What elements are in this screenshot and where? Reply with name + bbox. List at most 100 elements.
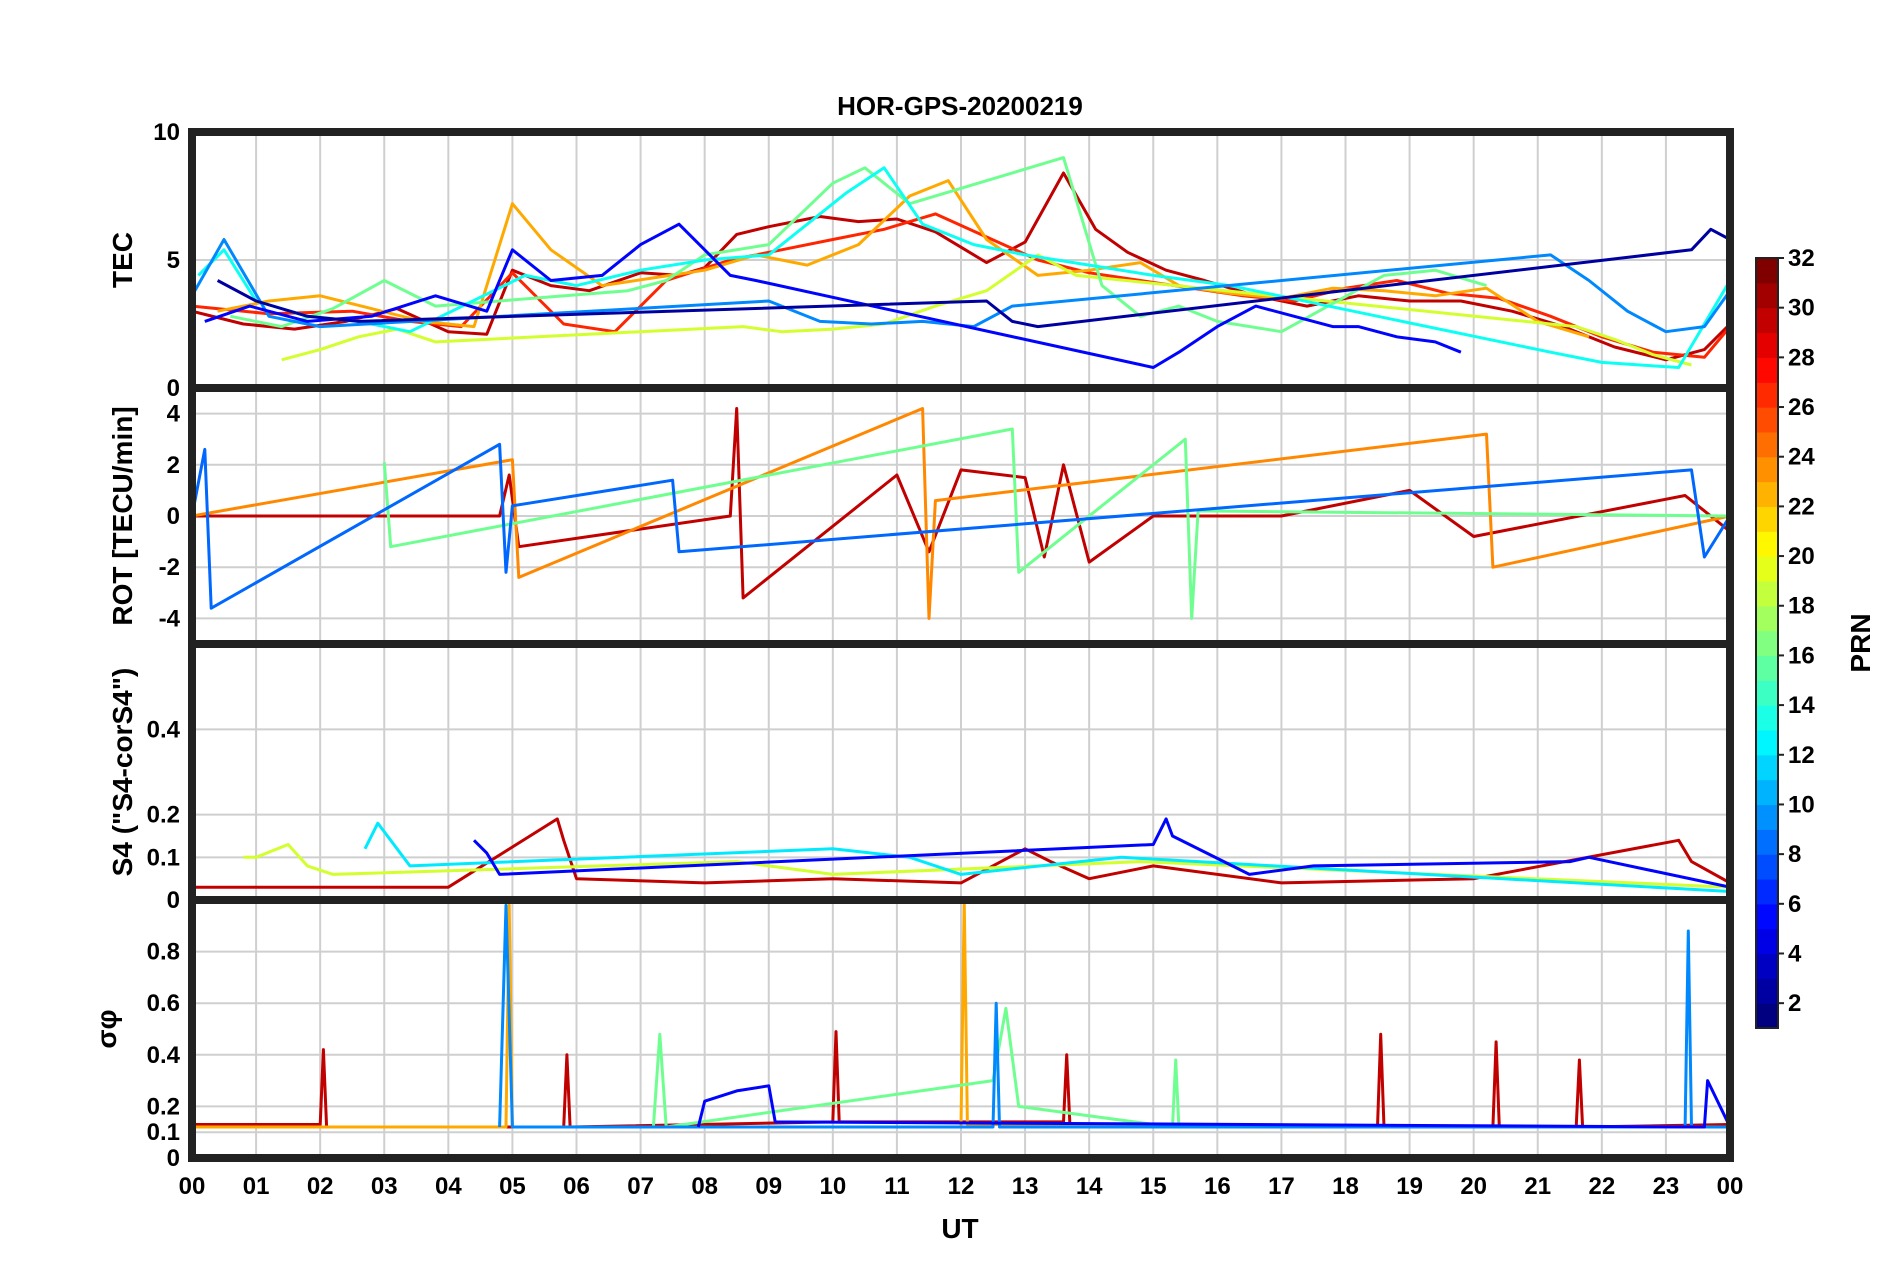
colorbar-tick-label: 16: [1788, 642, 1815, 669]
series-line: [192, 171, 1730, 362]
x-tick-label: 04: [435, 1173, 462, 1200]
colorbar-tick-label: 10: [1788, 791, 1815, 818]
panel-tec: 0 5 10 TEC: [107, 119, 1734, 402]
panel-frame: [188, 896, 1734, 1162]
panel-s4: 0 0.1 0.2 0.4 S4 ("S4-corS4"): [107, 640, 1734, 914]
colorbar-tick-label: 26: [1788, 394, 1815, 421]
colorbar-segment: [1756, 382, 1778, 408]
x-tick-label: 14: [1076, 1173, 1103, 1200]
x-tick-label: 07: [627, 1173, 654, 1200]
colorbar-segment: [1756, 779, 1778, 806]
y-tick-label: 0.4: [147, 716, 181, 743]
x-axis: 00 01 02 03 04 05 06 07 08 09 10 11 12 13 14 15 16 17 18 19…: [179, 1173, 1744, 1200]
series-line: [472, 817, 1730, 889]
colorbar-tick-label: 12: [1788, 742, 1815, 769]
y-tick-label: 0.6: [147, 990, 180, 1017]
x-tick-label: 06: [563, 1173, 590, 1200]
colorbar-segment: [1756, 630, 1778, 657]
colorbar-tick-label: 20: [1788, 543, 1815, 570]
y-axis-label: S4 ("S4-corS4"): [107, 668, 138, 877]
colorbar-tick-label: 32: [1788, 245, 1815, 272]
colorbar-segment: [1756, 854, 1778, 880]
y-tick-label: 0.4: [147, 1042, 181, 1069]
series-line: [651, 1006, 1730, 1129]
colorbar-segment: [1756, 431, 1778, 458]
colorbar-tick-label: 24: [1788, 444, 1815, 471]
x-tick-label: 20: [1460, 1173, 1487, 1200]
x-tick-label: 23: [1653, 1173, 1680, 1200]
colorbar-segment: [1756, 332, 1778, 358]
colorbar-segment: [1756, 605, 1778, 632]
x-tick-label: 00: [1717, 1173, 1744, 1200]
y-tick-label: 0.2: [147, 1093, 180, 1120]
colorbar-segment: [1756, 655, 1778, 681]
y-tick-label: 0: [167, 887, 180, 914]
colorbar-segment: [1756, 903, 1778, 930]
colorbar-segment: [1756, 580, 1778, 607]
x-tick-label: 10: [819, 1173, 846, 1200]
colorbar-segment: [1756, 928, 1778, 955]
colorbar-segment: [1756, 506, 1778, 532]
colorbar-segment: [1756, 357, 1778, 383]
colorbar-segment: [1756, 282, 1778, 309]
x-tick-label: 16: [1204, 1173, 1231, 1200]
y-tick-label: 0.2: [147, 802, 180, 829]
series-group: [192, 817, 1730, 893]
colorbar-tick-label: 14: [1788, 692, 1815, 719]
colorbar-tick-label: 30: [1788, 295, 1815, 322]
x-tick-label: 18: [1332, 1173, 1359, 1200]
colorbar-segment: [1756, 680, 1778, 706]
colorbar-tick-label: 22: [1788, 493, 1815, 520]
colorbar-segment: [1756, 804, 1778, 830]
colorbar-segment: [1756, 878, 1778, 905]
panel-rot: -4 -2 0 2 4 ROT [TECU/min]: [107, 384, 1734, 648]
series-line: [197, 166, 1730, 369]
colorbar-tick-label: 8: [1788, 841, 1801, 868]
series-line: [363, 821, 1730, 893]
colorbar-segment: [1756, 456, 1778, 483]
series-line: [192, 442, 1730, 610]
x-tick-label: 13: [1012, 1173, 1039, 1200]
series-line: [192, 817, 1730, 889]
series-group: [192, 407, 1730, 620]
x-tick-label: 00: [179, 1173, 206, 1200]
y-axis-label: ROT [TECU/min]: [107, 406, 138, 625]
colorbar-segment: [1756, 307, 1778, 334]
x-tick-label: 15: [1140, 1173, 1167, 1200]
series-line: [192, 407, 1730, 620]
y-axis-label: TEC: [107, 232, 138, 288]
colorbar-segment: [1756, 556, 1778, 582]
x-tick-label: 17: [1268, 1173, 1295, 1200]
x-tick-label: 01: [243, 1173, 270, 1200]
colorbar-segment: [1756, 258, 1778, 284]
series-line: [243, 843, 1730, 889]
y-tick-label: 2: [167, 452, 180, 479]
y-axis-label: σφ: [91, 1009, 122, 1048]
colorbar-segment: [1756, 481, 1778, 507]
series-line: [281, 253, 1692, 367]
x-tick-label: 12: [948, 1173, 975, 1200]
colorbar-segment: [1756, 705, 1778, 731]
x-axis-label: UT: [941, 1213, 978, 1244]
y-tick-label: 0.1: [147, 1119, 180, 1146]
panel-sigma: 00.10.2 0.4 0.6 0.8 σφ: [91, 896, 1734, 1172]
y-tick-label: 0: [167, 375, 180, 402]
colorbar-segment: [1756, 531, 1778, 557]
colorbar-tick-label: 2: [1788, 990, 1801, 1017]
x-tick-label: 05: [499, 1173, 526, 1200]
y-tick-label: 4: [167, 401, 181, 428]
colorbar-segment: [1756, 1003, 1778, 1029]
y-tick-label: 10: [153, 119, 180, 146]
x-tick-label: 22: [1588, 1173, 1615, 1200]
x-tick-label: 08: [691, 1173, 718, 1200]
y-tick-label: 0: [167, 1145, 180, 1172]
colorbar-segment: [1756, 407, 1778, 433]
colorbar-segment: [1756, 754, 1778, 781]
series-line: [204, 222, 1462, 369]
x-tick-label: 03: [371, 1173, 398, 1200]
series-line: [230, 156, 1487, 334]
colorbar-segment: [1756, 829, 1778, 855]
series-group: [192, 156, 1730, 369]
